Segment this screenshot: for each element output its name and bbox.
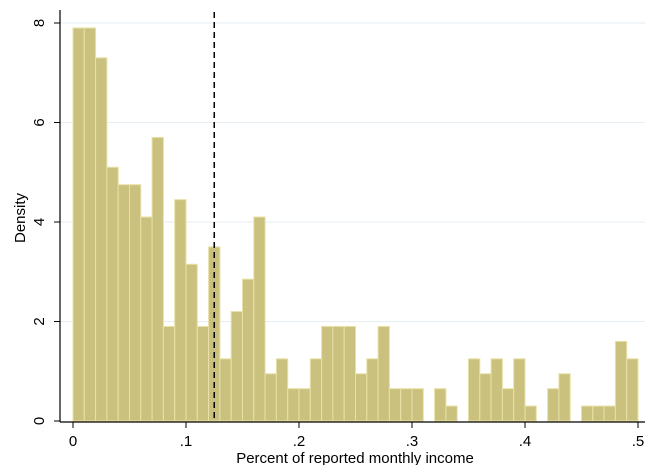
x-tick-label: 0 — [69, 433, 77, 450]
histogram-bar — [388, 388, 402, 422]
histogram-bar — [72, 27, 85, 422]
histogram-bar — [592, 405, 605, 422]
y-tick-label: 4 — [31, 218, 48, 226]
histogram-bar — [185, 263, 198, 422]
histogram-bars — [72, 27, 639, 422]
y-tick-label: 0 — [31, 417, 48, 425]
histogram-bar — [445, 405, 458, 422]
y-axis-title: Density — [12, 192, 29, 243]
histogram-bar — [309, 358, 323, 422]
histogram-bar — [513, 358, 526, 422]
histogram-bar — [614, 340, 628, 422]
histogram-bar — [524, 405, 537, 422]
x-tick-label: .4 — [519, 433, 532, 450]
histogram-bar — [343, 325, 357, 422]
histogram-bar — [355, 373, 368, 422]
histogram-bar — [219, 358, 232, 422]
histogram-bar — [83, 27, 97, 422]
histogram-bar — [95, 57, 108, 422]
histogram-bar — [230, 311, 243, 422]
histogram-bar — [603, 405, 616, 422]
x-tick-label: .2 — [293, 433, 306, 450]
histogram-bar — [626, 358, 639, 422]
histogram-bar — [298, 388, 311, 422]
histogram-bar — [253, 216, 266, 422]
x-tick-label: .1 — [180, 433, 193, 450]
x-tick-label: .3 — [406, 433, 419, 450]
x-axis-title: Percent of reported monthly income — [236, 450, 474, 465]
histogram-bar — [490, 358, 503, 422]
histogram-bar — [434, 388, 447, 422]
histogram-bar — [366, 358, 379, 422]
histogram-bar — [129, 184, 142, 422]
y-tick-label: 6 — [31, 118, 48, 126]
histogram-bar — [242, 278, 255, 422]
histogram-bar — [377, 325, 390, 422]
histogram-bar — [117, 184, 130, 422]
histogram-bar — [479, 373, 492, 422]
histogram-bar — [501, 388, 515, 422]
y-axis-ticks: 0 2 4 6 8 — [31, 19, 60, 425]
axes — [59, 10, 645, 423]
histogram-bar — [275, 358, 289, 422]
histogram-bar — [468, 358, 481, 422]
histogram-bar — [174, 199, 187, 422]
histogram-bar — [332, 325, 345, 422]
histogram-bar — [196, 325, 210, 422]
y-tick-label: 8 — [31, 19, 48, 27]
histogram-bar — [140, 216, 153, 422]
histogram-bar — [106, 166, 119, 422]
histogram-bar — [581, 405, 594, 422]
histogram-bar — [558, 373, 571, 422]
x-axis-ticks: 0 .1 .2 .3 .4 .5 — [69, 422, 644, 450]
histogram-bar — [411, 388, 424, 422]
histogram-bar — [321, 325, 334, 422]
histogram-bar — [400, 388, 413, 422]
histogram-bar — [547, 388, 560, 422]
histogram-bar — [264, 373, 277, 422]
y-tick-label: 2 — [31, 317, 48, 325]
x-tick-label: .5 — [632, 433, 645, 450]
histogram-bar — [151, 136, 164, 422]
histogram-bar — [287, 388, 300, 422]
histogram-bar — [162, 325, 176, 422]
